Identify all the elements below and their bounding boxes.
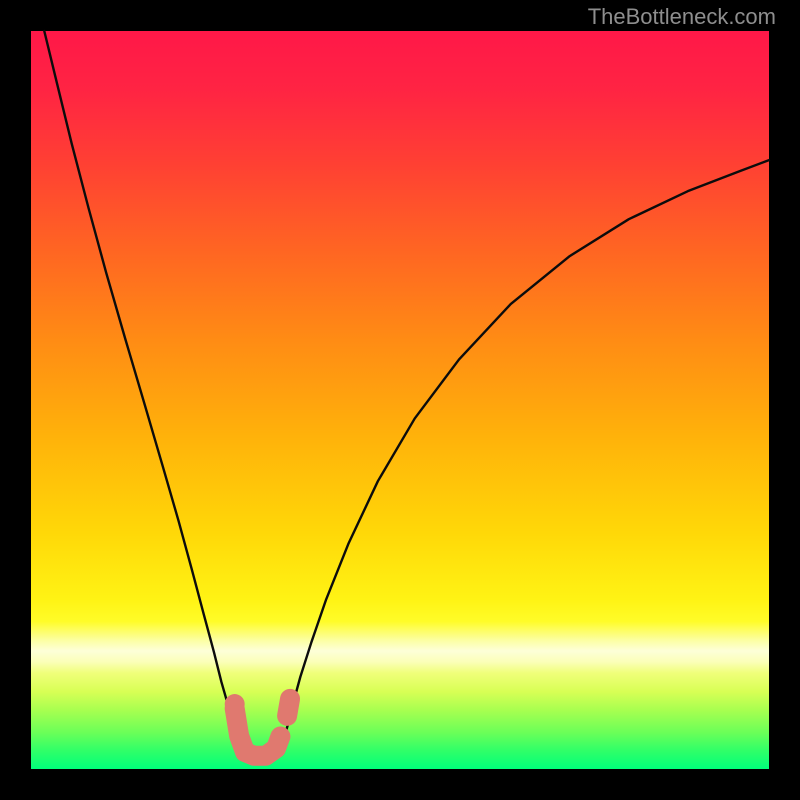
gradient-background (31, 31, 769, 769)
chart-svg (0, 0, 800, 800)
watermark-text: TheBottleneck.com (588, 4, 776, 30)
chart-stage: TheBottleneck.com (0, 0, 800, 800)
highlight-segment-1 (287, 699, 290, 716)
